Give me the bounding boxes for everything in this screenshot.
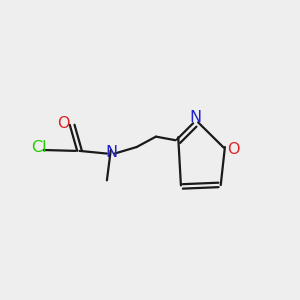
Text: N: N xyxy=(189,110,201,125)
Text: Cl: Cl xyxy=(31,140,46,154)
Text: N: N xyxy=(105,145,117,160)
Text: O: O xyxy=(228,142,240,157)
Text: O: O xyxy=(57,116,70,131)
